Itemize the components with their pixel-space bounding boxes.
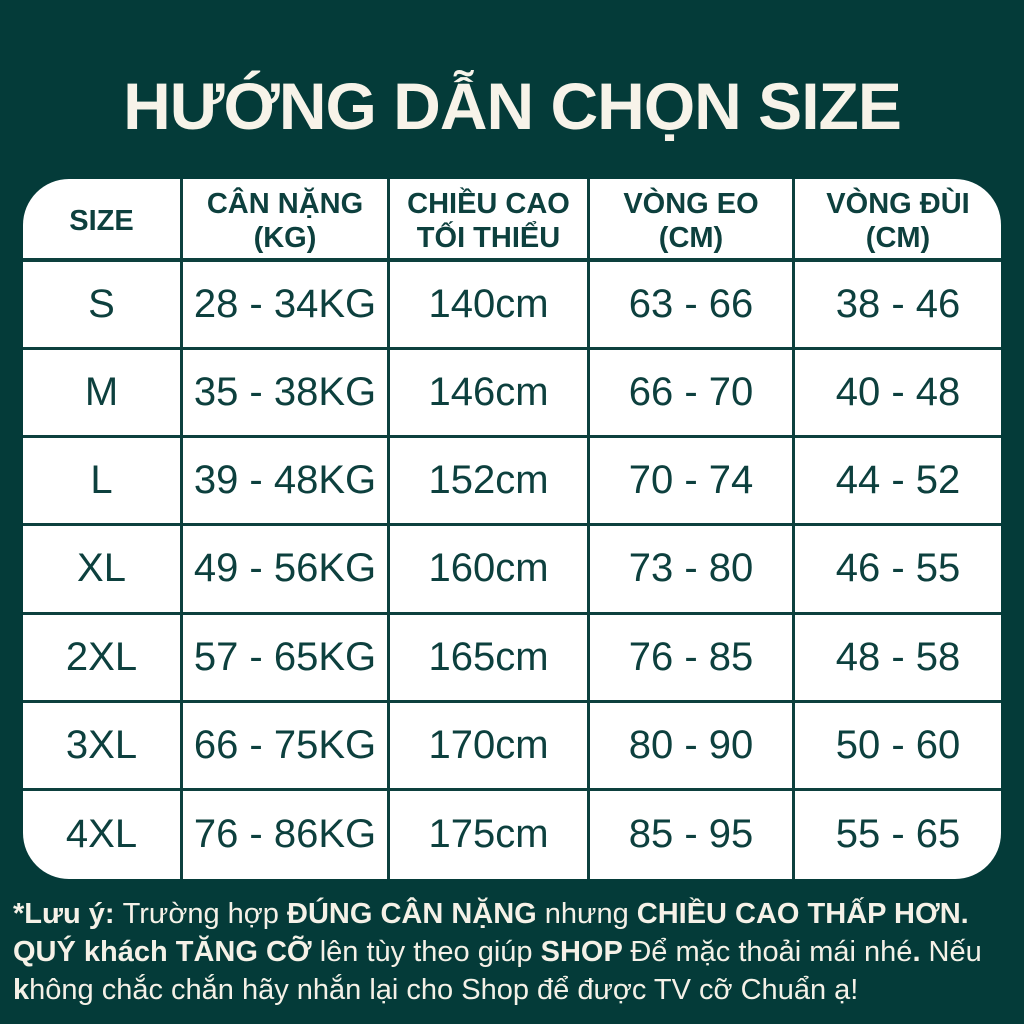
thigh-cell: 50 - 60 [795,703,1001,791]
size-label-cell: M [23,350,183,439]
waist-cell: 73 - 80 [590,526,795,615]
header-line: CÂN NẶNG [206,187,364,220]
height-cell: 146cm [390,350,590,439]
thigh-cell: 55 - 65 [835,812,961,857]
size-table: SIZE CÂN NẶNG (KG) CHIỀU CAO TỐI THIỂU V… [23,179,1001,879]
note-segment: Để mặc thoải mái nhé [630,936,913,968]
note-segment: QUÝ khách TĂNG CỠ [13,936,320,968]
header-line: VÒNG EO [623,187,759,220]
size-label-cell: XL [23,526,183,615]
note-segment: k [13,974,30,1006]
column-header-min-height: CHIỀU CAO TỐI THIỂU [390,179,590,262]
thigh-cell: 48 - 58 [795,615,1001,703]
height-cell: 152cm [390,438,590,527]
weight-cell: 66 - 75KG [183,702,390,791]
waist-cell: 66 - 70 [590,350,795,439]
weight-cell: 39 - 48KG [183,438,390,527]
note-segment: . [912,936,921,968]
height-cell: 160cm [390,526,590,615]
note-line-1: *Lưu ý: Trường hợp ĐÚNG CÂN NẶNG nhưng C… [13,895,1018,933]
header-line: TỐI THIỂU [416,221,561,254]
thigh-cell: 40 - 48 [795,350,1001,439]
note-segment: ĐÚNG CÂN NẶNG [287,898,545,930]
note-line-2: QUÝ khách TĂNG CỠ lên tùy theo giúp SHOP… [13,933,1018,971]
size-label-cell: 2XL [23,614,183,703]
size-label-cell: L [23,438,183,527]
size-label-cell: S [23,262,183,351]
header-line: CHIỀU CAO [407,187,570,220]
size-label-cell: 3XL [23,702,183,791]
note-segment: Trường hợp [122,898,287,930]
header-line: SIZE [69,204,134,237]
height-cell: 140cm [390,262,590,351]
note-segment: SHOP [540,936,631,968]
height-cell: 165cm [390,614,590,703]
weight-cell: 76 - 86KG [183,790,390,879]
thigh-cell: 44 - 52 [795,438,1001,527]
waist-cell: 70 - 74 [590,438,795,527]
height-cell: 170cm [390,702,590,791]
page-title: HƯỚNG DẪN CHỌN SIZE [123,69,902,143]
note-segment: *Lưu ý: [13,898,123,930]
note-segment: nhưng [544,898,637,930]
header-line: (KG) [253,221,317,254]
thigh-cell: 46 - 55 [795,526,1001,615]
column-header-thigh: VÒNG ĐÙI (CM) [795,179,1001,262]
thigh-cell: 38 - 46 [795,262,1001,351]
header-line: (CM) [865,221,931,254]
weight-cell: 28 - 34KG [183,262,390,351]
header-line: VÒNG ĐÙI [826,187,970,220]
waist-cell: 63 - 66 [590,262,795,351]
note-segment: Nếu [920,936,982,968]
note-segment: CHIỀU CAO THẤP HƠN. [636,898,969,930]
waist-cell: 85 - 95 [590,790,795,879]
weight-cell: 57 - 65KG [183,614,390,703]
column-header-size: SIZE [23,179,183,262]
note-segment: hông chắc chắn hãy nhắn lại cho Shop để … [29,974,859,1006]
height-cell: 175cm [390,790,590,879]
note-segment: lên tùy theo giúp [319,936,541,968]
size-label-cell: 4XL [23,790,183,879]
waist-cell: 80 - 90 [590,702,795,791]
column-header-waist: VÒNG EO (CM) [590,179,795,262]
footer-note: *Lưu ý: Trường hợp ĐÚNG CÂN NẶNG nhưng C… [13,895,1018,1009]
column-header-weight: CÂN NẶNG (KG) [183,179,390,262]
note-line-3: không chắc chắn hãy nhắn lại cho Shop để… [13,971,1018,1009]
weight-cell: 49 - 56KG [183,526,390,615]
waist-cell: 76 - 85 [590,614,795,703]
header-line: (CM) [658,221,724,254]
weight-cell: 35 - 38KG [183,350,390,439]
